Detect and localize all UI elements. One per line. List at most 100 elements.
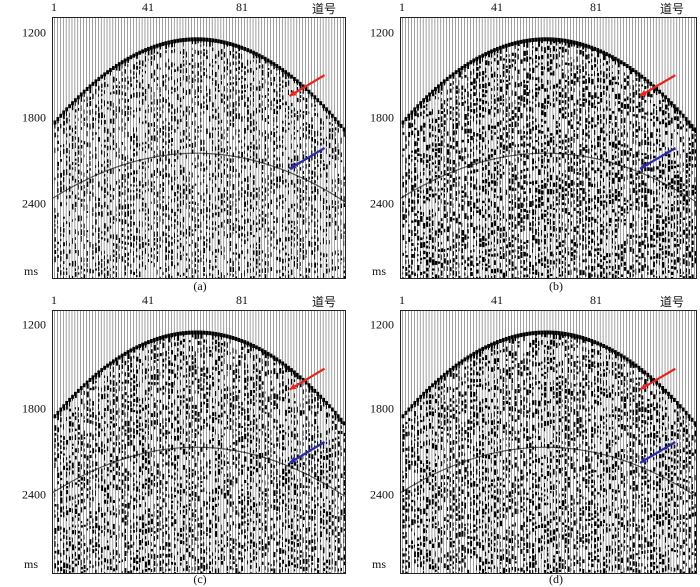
trace-peak [340,233,342,239]
trace-peak [479,209,482,216]
trace-peak [69,275,70,278]
trace-peak [467,77,469,81]
trace-peak [579,172,582,175]
trace-peak [473,244,475,248]
trace-peak [561,94,564,98]
trace-peak [188,183,190,187]
trace-peak [188,201,191,204]
trace-peak [582,142,584,146]
trace-peak [177,220,179,226]
trace-peak [606,61,609,65]
trace-peak [417,220,420,226]
trace-peak [109,100,112,107]
trace-peak [626,277,629,278]
trace-peak [63,127,65,134]
trace-peak [326,192,327,197]
trace-peak [197,125,199,129]
trace-peak [473,99,475,102]
trace-peak [212,102,214,108]
trace-peak [203,52,205,57]
trace-peak [529,255,531,258]
trace-peak [558,220,560,224]
first-arrival-peak [451,72,455,77]
trace-peak [647,243,649,248]
trace-peak [250,86,252,92]
trace-peak [514,277,517,278]
trace-peak [526,56,529,62]
trace-peak [212,78,214,81]
trace-peak [597,226,598,233]
trace-peak [270,131,273,135]
trace-peak [493,132,496,135]
trace-peak [632,79,634,83]
first-arrival-peak [522,39,526,44]
trace-peak [115,90,118,95]
trace-peak [588,250,591,257]
trace-tick-81: 81 [236,0,248,14]
trace-peak [334,146,337,152]
trace-peak [153,170,155,176]
trace-peak [614,101,616,106]
first-arrival-peak [123,58,127,63]
trace-peak [608,176,611,181]
trace-peak [276,67,278,71]
trace-peak [520,225,523,228]
trace-peak [411,123,414,128]
trace-peak [514,255,516,259]
trace-peak [150,123,153,127]
trace-peak [255,107,258,114]
trace-peak [517,115,520,121]
trace-peak [635,73,637,77]
trace-peak [443,170,446,176]
trace-peak [136,170,138,175]
trace-peak [620,186,623,191]
trace-peak [511,128,514,134]
trace-peak [496,83,499,86]
trace-peak [573,267,576,271]
first-arrival-peak [519,39,523,44]
trace-peak [608,200,612,205]
trace-peak [623,247,626,254]
trace-peak [623,176,625,182]
trace-peak [588,53,590,59]
first-arrival-peak [649,81,653,86]
trace-peak [656,239,658,244]
trace-peak [470,176,473,181]
trace-peak [561,146,563,150]
trace-peak [229,146,231,150]
trace-peak [142,241,144,248]
trace-peak [511,244,514,248]
trace-peak [98,255,99,261]
trace-peak [104,273,106,278]
trace-peak [98,197,100,202]
trace-peak [267,246,269,253]
trace-peak [526,72,529,79]
trace-peak [490,101,492,104]
trace-peak [653,108,655,114]
trace-peak [502,165,504,169]
trace-peak [426,178,429,181]
trace-peak [623,129,626,135]
trace-peak [420,250,421,257]
trace-peak [482,159,484,166]
trace-peak [282,140,284,144]
trace-peak [168,108,170,113]
trace-peak [617,132,619,138]
trace-peak [567,154,569,160]
trace-peak [514,91,517,96]
trace-peak [656,204,659,207]
trace-peak [276,239,278,245]
trace-peak [150,101,153,105]
first-arrival-peak [293,76,296,81]
trace-peak [411,158,413,162]
trace-peak [220,272,222,278]
trace-peak [337,173,340,177]
trace-peak [579,68,581,74]
trace-peak [594,183,596,188]
trace-peak [133,153,135,157]
trace-peak [443,228,446,233]
trace-peak [136,142,138,148]
trace-peak [429,186,432,191]
trace-peak [426,103,428,107]
trace-peak [334,184,336,189]
